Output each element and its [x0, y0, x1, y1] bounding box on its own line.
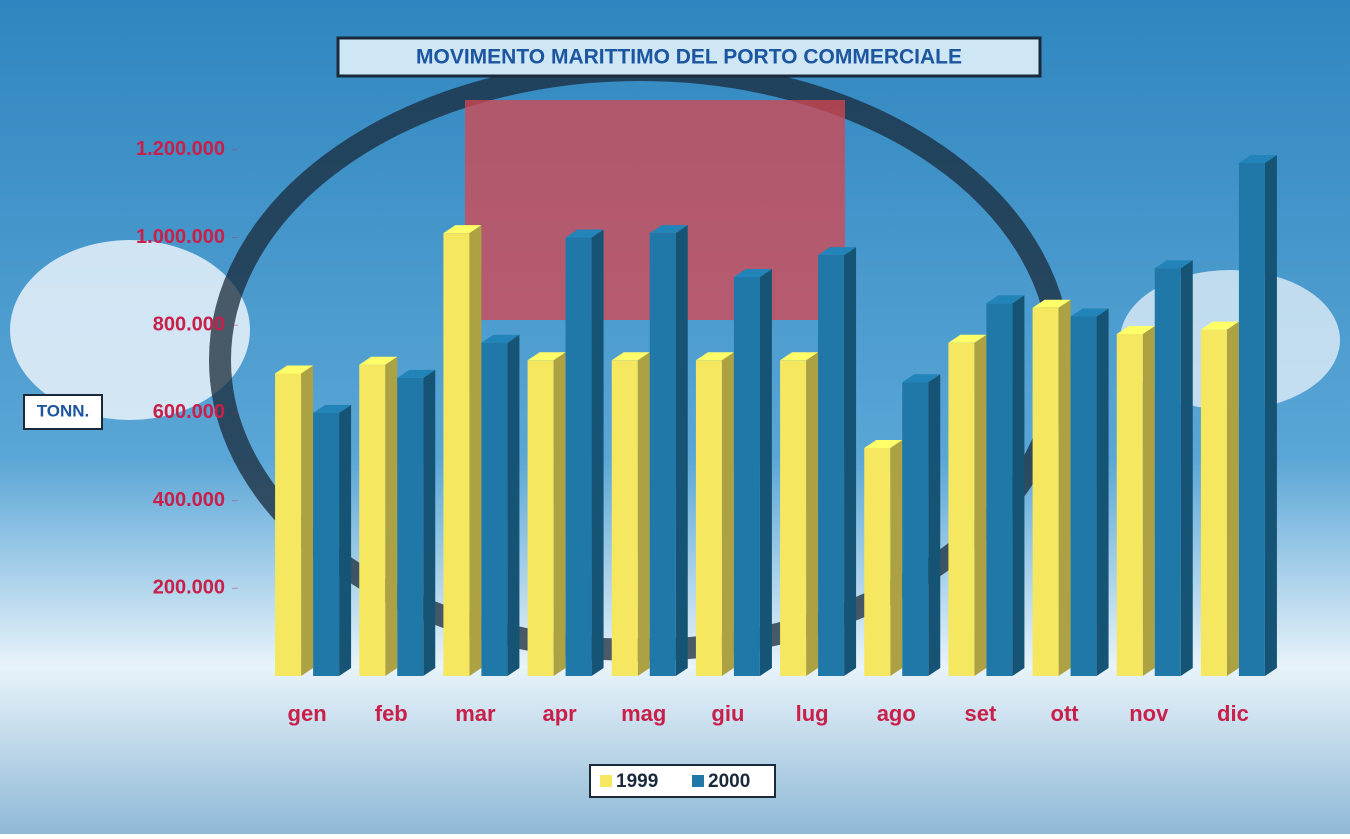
y-tick-label: 800.000 [153, 314, 225, 336]
x-tick-label: ott [1051, 701, 1080, 726]
bar [397, 378, 423, 676]
bar-side [385, 357, 397, 676]
x-tick-label: apr [542, 701, 577, 726]
bar [359, 365, 385, 676]
legend-swatch [600, 775, 612, 787]
bar-side [339, 405, 351, 676]
x-tick-label: feb [375, 701, 408, 726]
bar-side [844, 247, 856, 676]
bar-side [507, 335, 519, 676]
bar-side [423, 370, 435, 676]
chart: MOVIMENTO MARITTIMO DEL PORTO COMMERCIAL… [0, 0, 1350, 834]
bar [864, 448, 890, 676]
bar-side [638, 352, 650, 676]
x-tick-label: dic [1217, 701, 1249, 726]
bar-side [469, 225, 481, 676]
y-tick-label: 200.000 [153, 577, 225, 599]
bar-side [1012, 295, 1024, 676]
bar [902, 382, 928, 676]
bar-side [928, 374, 940, 676]
bar [612, 360, 638, 676]
bar-side [974, 335, 986, 676]
x-tick-label: mag [621, 701, 666, 726]
bar [313, 413, 339, 676]
bar [1201, 330, 1227, 676]
y-tick-label: 1.000.000 [136, 226, 225, 248]
bar [275, 373, 301, 676]
bar-side [1181, 260, 1193, 676]
bar-side [592, 230, 604, 676]
bar [780, 360, 806, 676]
legend-label: 1999 [616, 771, 658, 792]
y-tick-label: 400.000 [153, 489, 225, 511]
x-tick-label: lug [796, 701, 829, 726]
x-tick-label: mar [455, 701, 496, 726]
bar [1155, 268, 1181, 676]
bar-side [301, 365, 313, 676]
bar [1033, 308, 1059, 676]
bar-side [1143, 326, 1155, 676]
bar [696, 360, 722, 676]
bar [818, 255, 844, 676]
bar-side [554, 352, 566, 676]
bar [443, 233, 469, 676]
bar [986, 303, 1012, 676]
bar-side [760, 269, 772, 676]
bar [650, 233, 676, 676]
legend-label: 2000 [708, 771, 750, 792]
bar-side [1059, 300, 1071, 676]
x-tick-label: giu [711, 701, 744, 726]
legend-swatch [692, 775, 704, 787]
bar-side [722, 352, 734, 676]
bar [948, 343, 974, 676]
bar [481, 343, 507, 676]
bar [566, 238, 592, 676]
y-axis-label: TONN. [37, 401, 90, 420]
bar-side [1097, 308, 1109, 676]
x-tick-label: gen [288, 701, 327, 726]
bar [734, 277, 760, 676]
bar [528, 360, 554, 676]
bar-side [890, 440, 902, 676]
bar [1239, 163, 1265, 676]
bar-side [1265, 155, 1277, 676]
bar-side [676, 225, 688, 676]
bar [1117, 334, 1143, 676]
x-tick-label: set [965, 701, 997, 726]
y-tick-label: 1.200.000 [136, 138, 225, 160]
x-tick-label: ago [877, 701, 916, 726]
x-tick-label: nov [1129, 701, 1169, 726]
y-tick-label: 600.000 [153, 401, 225, 423]
bar [1071, 316, 1097, 676]
bar-side [1227, 322, 1239, 676]
bar-side [806, 352, 818, 676]
chart-title: MOVIMENTO MARITTIMO DEL PORTO COMMERCIAL… [416, 46, 962, 69]
